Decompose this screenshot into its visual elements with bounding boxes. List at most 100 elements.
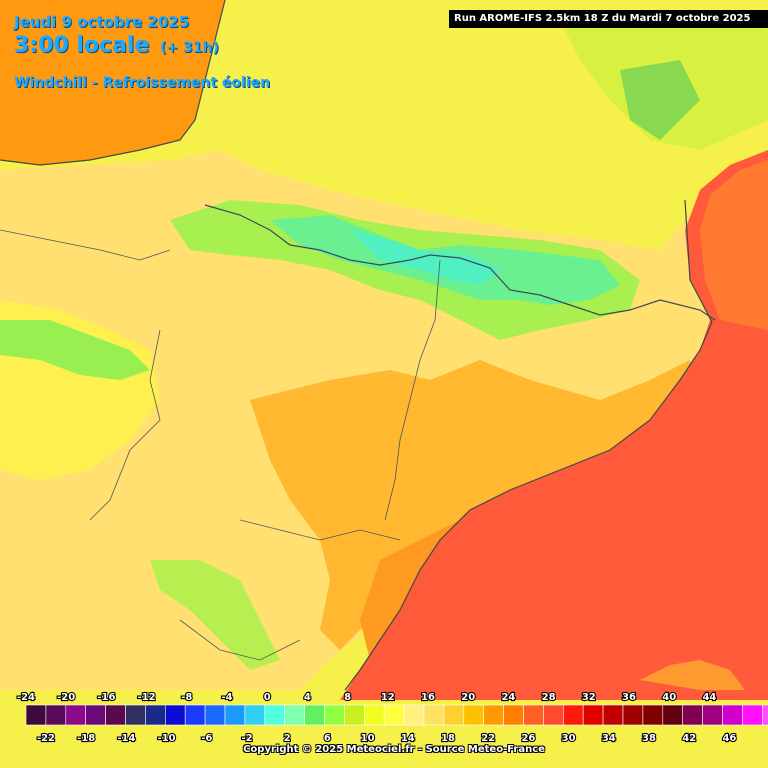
legend-top-label: 16 — [421, 692, 435, 703]
copyright-notice: Copyright © 2025 Meteociel.fr - Source M… — [243, 744, 545, 755]
legend-bottom-label: 6 — [324, 733, 331, 744]
legend-swatch — [304, 704, 325, 726]
atlantic-ocean — [0, 0, 225, 165]
legend-top-label: -8 — [181, 692, 192, 703]
legend-bottom-label: 30 — [562, 733, 576, 744]
legend-swatch — [503, 704, 524, 726]
legend-top-labels: -24 -20 -16 -12 -8 -4 0 4 8 12 16 20 24 28 32 36 40 44 — [16, 691, 718, 704]
legend-swatch — [483, 704, 504, 726]
forecast-date: Jeudi 9 octobre 2025 — [14, 13, 190, 31]
legend-swatch — [423, 704, 445, 726]
mallorca-island — [640, 660, 745, 690]
legend-top-label: -12 — [138, 692, 156, 703]
legend-swatch — [165, 704, 186, 726]
gulf-of-lion-warm — [700, 160, 768, 330]
legend-swatch — [383, 704, 405, 726]
legend-swatch — [264, 704, 285, 726]
legend-bottom-label: 34 — [602, 733, 616, 744]
legend-bottom-label: 10 — [361, 733, 375, 744]
legend-top-label: -16 — [97, 692, 115, 703]
legend-top-label: -20 — [57, 692, 75, 703]
legend-bottom-label: 38 — [642, 733, 656, 744]
france-spain-border — [204, 204, 716, 321]
legend-bottom-label: 42 — [682, 733, 696, 744]
legend-swatch — [105, 704, 126, 726]
legend-swatch — [543, 704, 564, 726]
legend-swatch — [682, 704, 703, 726]
legend-top-label: 20 — [461, 692, 475, 703]
legend-swatch — [324, 704, 345, 726]
legend-swatch — [403, 704, 425, 726]
legend-swatch — [344, 704, 365, 726]
legend-bottom-label: 22 — [481, 733, 495, 744]
legend-top-label: 40 — [662, 692, 676, 703]
legend-bottom-label: 26 — [521, 733, 535, 744]
legend-bottom-label: -18 — [77, 733, 95, 744]
legend-swatch — [65, 704, 87, 726]
mediterranean-coast — [344, 199, 713, 691]
legend-top-label: 28 — [542, 692, 556, 703]
region-border-5 — [179, 619, 301, 661]
legend-bottom-label: 18 — [441, 733, 455, 744]
legend-swatch — [184, 704, 206, 726]
legend-bottom-label: -22 — [37, 733, 55, 744]
region-border-1 — [384, 259, 441, 521]
legend-swatch — [582, 704, 604, 726]
legend-bottom-label: -10 — [158, 733, 176, 744]
legend-bottom-label: 2 — [284, 733, 291, 744]
pyrenees-coldest — [350, 230, 500, 285]
legend-swatch — [125, 704, 146, 726]
run-info: Run AROME-IFS 2.5km 18 Z du Mardi 7 octo… — [449, 10, 768, 28]
legend-swatch — [145, 704, 166, 726]
mediterranean-sea — [340, 150, 768, 700]
legend-swatch — [742, 704, 763, 726]
legend-swatch — [244, 704, 266, 726]
legend-swatch — [224, 704, 246, 726]
forecast-time: 3:00 locale — [14, 33, 150, 58]
legend-top-label: 8 — [344, 692, 351, 703]
region-border-4 — [239, 519, 401, 541]
legend-top-label: 24 — [501, 692, 515, 703]
region-border-2 — [89, 329, 161, 521]
legend-swatch — [45, 704, 67, 726]
legend-swatch — [523, 704, 544, 726]
parameter-title: Windchill - Refroissement éolien — [14, 75, 271, 91]
legend-bottom-labels: -22 -18 -14 -10 -6 -2 2 6 10 14 18 22 26 30 34 38 42 46 — [36, 732, 738, 745]
legend-swatch — [722, 704, 743, 726]
legend-top-label: -24 — [17, 692, 35, 703]
legend-top-label: 0 — [264, 692, 271, 703]
legend-swatch — [562, 704, 584, 726]
south-green-zone — [150, 560, 280, 670]
legend-swatches — [25, 704, 768, 726]
legend-swatch — [363, 704, 385, 726]
legend-swatch — [622, 704, 644, 726]
legend-swatch — [204, 704, 226, 726]
legend-swatch — [702, 704, 723, 726]
legend-swatch — [284, 704, 305, 726]
color-legend: -24 -20 -16 -12 -8 -4 0 4 8 12 16 20 24 28 32 36 40 44 -2… — [16, 691, 768, 745]
legend-bottom-label: -6 — [201, 733, 212, 744]
legend-top-label: -4 — [221, 692, 232, 703]
legend-swatch — [463, 704, 484, 726]
coastline — [0, 0, 226, 166]
legend-bottom-label: 14 — [401, 733, 415, 744]
legend-swatch — [662, 704, 683, 726]
legend-top-label: 4 — [304, 692, 311, 703]
legend-swatch — [602, 704, 624, 726]
legend-bottom-label: -14 — [117, 733, 135, 744]
legend-top-label: 44 — [702, 692, 716, 703]
legend-top-label: 12 — [381, 692, 395, 703]
legend-swatch — [642, 704, 664, 726]
region-border-3 — [0, 229, 171, 261]
legend-top-label: 32 — [582, 692, 596, 703]
legend-swatch — [761, 704, 768, 726]
west-green-band — [0, 320, 150, 380]
legend-swatch — [25, 704, 47, 726]
cool-zone-north-east — [620, 60, 700, 140]
legend-top-label: 36 — [622, 692, 636, 703]
legend-swatch — [85, 704, 106, 726]
forecast-offset: (+ 31h) — [160, 40, 219, 56]
legend-bottom-label: -2 — [241, 733, 252, 744]
legend-bottom-label: 46 — [722, 733, 736, 744]
